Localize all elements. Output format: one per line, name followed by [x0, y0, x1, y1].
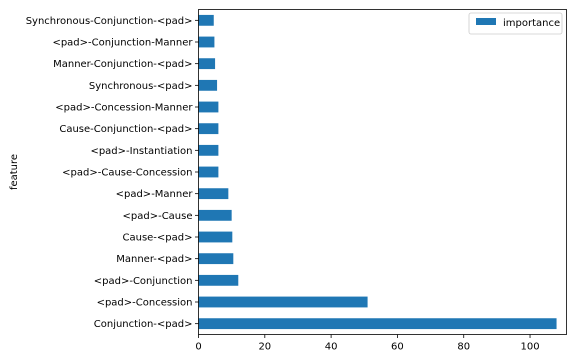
legend-swatch [476, 18, 496, 25]
legend: importance [468, 12, 563, 35]
bar [198, 14, 214, 26]
bar [198, 36, 215, 48]
bar [198, 123, 219, 135]
y-tick-label: Synchronous-<pad> [89, 81, 193, 92]
bar [198, 253, 234, 265]
x-tick-label: 100 [520, 342, 539, 353]
y-axis-label: feature [9, 154, 20, 190]
bars-group [198, 14, 557, 330]
bar [198, 209, 232, 221]
bar [198, 144, 219, 156]
y-tick-label: <pad>-Concession [97, 298, 193, 309]
y-tick-label: Cause-Conjunction-<pad> [59, 124, 192, 135]
bar [198, 188, 229, 200]
y-tick-label: <pad>-Cause [123, 211, 193, 222]
x-tick-group: 0 20 40 60 80 100 [195, 334, 540, 353]
x-tick-label: 0 [195, 342, 201, 353]
x-tick-label: 80 [457, 342, 470, 353]
bar [198, 166, 219, 178]
y-tick-group: Conjunction-<pad> <pad>-Concession <pad>-C… [26, 16, 199, 330]
y-tick-label: Conjunction-<pad> [94, 319, 193, 330]
y-tick-label: <pad>-Instantiation [90, 146, 192, 157]
bar [198, 231, 233, 243]
y-tick-label: Manner-Conjunction-<pad> [53, 59, 192, 70]
bar [198, 79, 218, 91]
y-tick-label: <pad>-Conjunction-Manner [52, 38, 193, 49]
bar [198, 58, 216, 70]
y-tick-label: Synchronous-Conjunction-<pad> [26, 16, 193, 27]
bar [198, 318, 557, 330]
y-tick-label: <pad>-Conjunction [94, 276, 193, 287]
y-tick-label: Cause-<pad> [123, 233, 193, 244]
x-tick-label: 40 [325, 342, 338, 353]
y-tick-label: <pad>-Concession-Manner [55, 103, 193, 114]
plot-frame [198, 9, 567, 335]
legend-label: importance [503, 18, 560, 29]
x-tick-label: 60 [391, 342, 404, 353]
bar [198, 296, 368, 308]
bar [198, 101, 219, 113]
y-tick-label: <pad>-Cause-Concession [62, 168, 192, 179]
y-tick-label: <pad>-Manner [116, 189, 194, 200]
bar [198, 274, 239, 286]
y-tick-label: Manner-<pad> [116, 254, 192, 265]
x-tick-label: 20 [258, 342, 271, 353]
